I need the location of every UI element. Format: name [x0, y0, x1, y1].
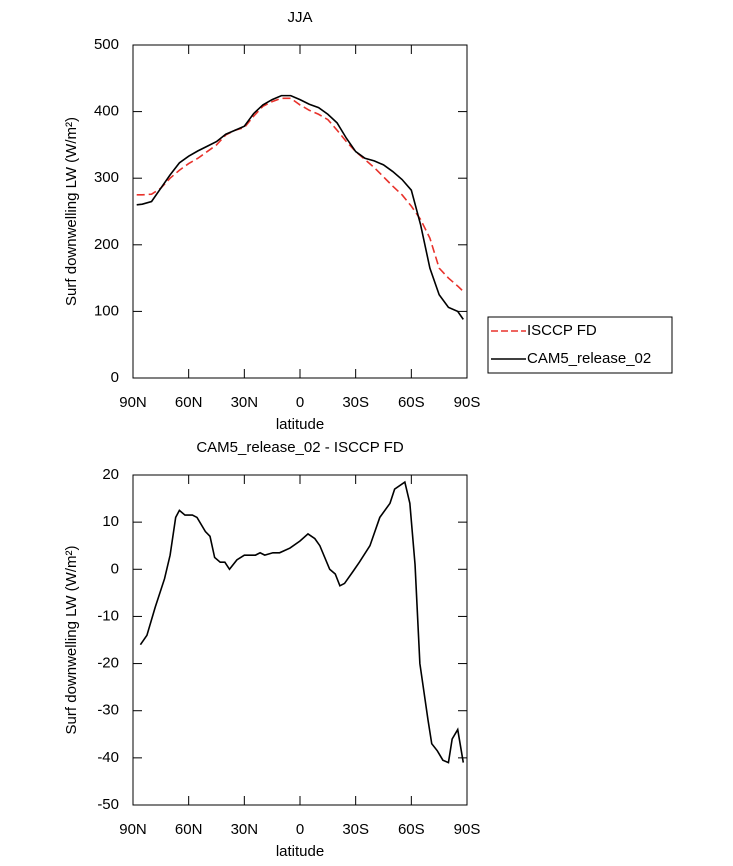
y-axis-label: Surf downwelling LW (W/m²)	[63, 546, 80, 735]
y-tick-label: -10	[97, 607, 119, 624]
data-line	[136, 94, 464, 320]
plot-frame	[132, 474, 468, 806]
y-tick-label: 20	[102, 466, 119, 483]
chart-title: JJA	[287, 9, 312, 26]
chart-title: CAM5_release_02 - ISCCP FD	[196, 439, 403, 456]
y-tick-label: -40	[97, 749, 119, 766]
x-tick-label: 90N	[119, 394, 147, 411]
x-tick-label: 30S	[342, 821, 369, 838]
x-axis-label: latitude	[276, 416, 324, 433]
y-axis-label: Surf downwelling LW (W/m²)	[63, 117, 80, 306]
legend-label: CAM5_release_02	[527, 350, 651, 367]
x-tick-label: 30S	[342, 394, 369, 411]
x-tick-label: 60N	[175, 394, 203, 411]
x-tick-label: 30N	[231, 394, 259, 411]
x-tick-label: 90S	[454, 394, 481, 411]
legend-box	[487, 316, 673, 374]
x-tick-label: 90S	[454, 821, 481, 838]
y-tick-label: -50	[97, 796, 119, 813]
y-tick-label: 300	[94, 169, 119, 186]
y-tick-label: 10	[102, 513, 119, 530]
x-tick-label: 0	[296, 821, 304, 838]
y-tick-label: 400	[94, 103, 119, 120]
y-tick-label: 200	[94, 236, 119, 253]
data-line	[136, 97, 464, 292]
y-tick-label: -20	[97, 655, 119, 672]
y-tick-label: 100	[94, 302, 119, 319]
panel: JJA latitude Surf downwelling LW (W/m²) 0 10…	[63, 9, 673, 433]
x-tick-label: 90N	[119, 821, 147, 838]
panel: CAM5_release_02 - ISCCP FD latitude Surf d…	[63, 439, 480, 860]
x-tick-label: 0	[296, 394, 304, 411]
legend-label: ISCCP FD	[527, 322, 597, 339]
x-tick-label: 60S	[398, 394, 425, 411]
y-tick-label: 0	[111, 369, 119, 386]
data-line	[139, 480, 465, 764]
x-tick-label: 60S	[398, 821, 425, 838]
x-tick-label: 60N	[175, 821, 203, 838]
x-tick-label: 30N	[231, 821, 259, 838]
y-tick-label: 0	[111, 560, 119, 577]
y-tick-label: -30	[97, 702, 119, 719]
y-tick-label: 500	[94, 36, 119, 53]
x-axis-label: latitude	[276, 843, 324, 860]
